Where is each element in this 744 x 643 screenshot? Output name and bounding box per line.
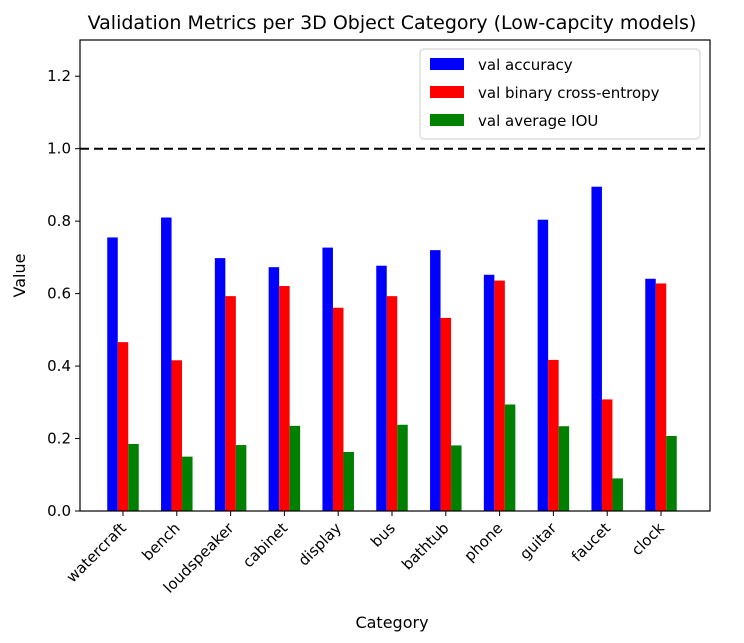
bar-val-binary-cross-entropy-bench xyxy=(171,360,183,511)
bar-val-average-iou-guitar xyxy=(558,426,570,511)
bar-val-average-iou-watercraft xyxy=(128,443,139,511)
x-tick-label: phone xyxy=(460,519,506,565)
y-tick-label: 1.2 xyxy=(47,67,71,85)
bar-val-binary-cross-entropy-watercraft xyxy=(117,342,129,511)
bar-val-average-iou-bench xyxy=(182,456,193,511)
x-tick-label: faucet xyxy=(568,519,614,565)
bar-val-accuracy-guitar xyxy=(537,219,549,511)
legend-swatch-0 xyxy=(430,58,464,70)
bar-val-accuracy-cabinet xyxy=(268,267,280,511)
bar-val-accuracy-bus xyxy=(376,265,387,511)
bar-val-binary-cross-entropy-loudspeaker xyxy=(225,296,236,511)
x-tick-label: guitar xyxy=(516,519,561,564)
bar-val-average-iou-clock xyxy=(666,436,677,511)
bar-val-accuracy-display xyxy=(322,247,333,511)
x-tick-label: cabinet xyxy=(239,519,291,571)
y-tick-label: 1.0 xyxy=(47,140,71,158)
y-tick-label: 0.6 xyxy=(47,285,71,303)
bar-val-binary-cross-entropy-phone xyxy=(494,280,505,511)
legend-box xyxy=(419,48,701,140)
y-tick-label: 0.0 xyxy=(47,502,71,520)
bar-val-accuracy-loudspeaker xyxy=(214,258,226,511)
bar-val-binary-cross-entropy-bathtub xyxy=(440,317,452,511)
y-tick-label: 0.2 xyxy=(47,430,71,448)
x-tick-label: clock xyxy=(628,519,668,559)
x-tick-label: bathtub xyxy=(398,519,452,573)
legend-swatch-2 xyxy=(430,114,464,126)
legend-label-1: val binary cross-entropy xyxy=(478,84,660,102)
bar-val-average-iou-phone xyxy=(504,404,516,511)
bar-val-accuracy-phone xyxy=(483,274,495,511)
y-tick-label: 0.8 xyxy=(47,212,71,230)
bar-val-binary-cross-entropy-faucet xyxy=(601,399,613,511)
x-axis-label: Category xyxy=(355,613,428,632)
y-tick-label: 0.4 xyxy=(47,357,71,375)
bar-val-binary-cross-entropy-cabinet xyxy=(279,286,290,511)
bar-val-binary-cross-entropy-bus xyxy=(386,296,398,511)
x-tick-label: watercraft xyxy=(63,519,130,586)
legend-swatch-1 xyxy=(430,86,464,98)
legend-label-0: val accuracy xyxy=(478,56,573,74)
bar-val-average-iou-display xyxy=(343,451,354,511)
bar-val-binary-cross-entropy-guitar xyxy=(548,359,559,511)
bar-val-accuracy-clock xyxy=(645,278,656,511)
bar-val-accuracy-bench xyxy=(161,217,172,511)
x-tick-label: bench xyxy=(138,519,183,564)
bar-val-binary-cross-entropy-display xyxy=(332,307,344,511)
bar-val-accuracy-bathtub xyxy=(430,250,441,511)
bar-val-accuracy-watercraft xyxy=(107,237,118,511)
bar-val-average-iou-loudspeaker xyxy=(235,445,247,511)
bar-val-average-iou-bathtub xyxy=(451,445,462,511)
legend-label-2: val average IOU xyxy=(478,112,598,130)
bar-val-accuracy-faucet xyxy=(591,186,602,512)
chart-title: Validation Metrics per 3D Object Categor… xyxy=(88,12,697,34)
legend: val accuracy val binary cross-entropy va… xyxy=(419,48,701,140)
bar-val-average-iou-bus xyxy=(397,424,408,511)
bar-val-average-iou-cabinet xyxy=(289,425,301,511)
bar-val-average-iou-faucet xyxy=(612,478,623,511)
plot-frame xyxy=(79,39,711,512)
y-axis-label: Value xyxy=(10,254,29,298)
bar-val-binary-cross-entropy-clock xyxy=(655,283,667,511)
x-tick-label: bus xyxy=(367,519,399,551)
x-tick-label: display xyxy=(295,519,345,569)
